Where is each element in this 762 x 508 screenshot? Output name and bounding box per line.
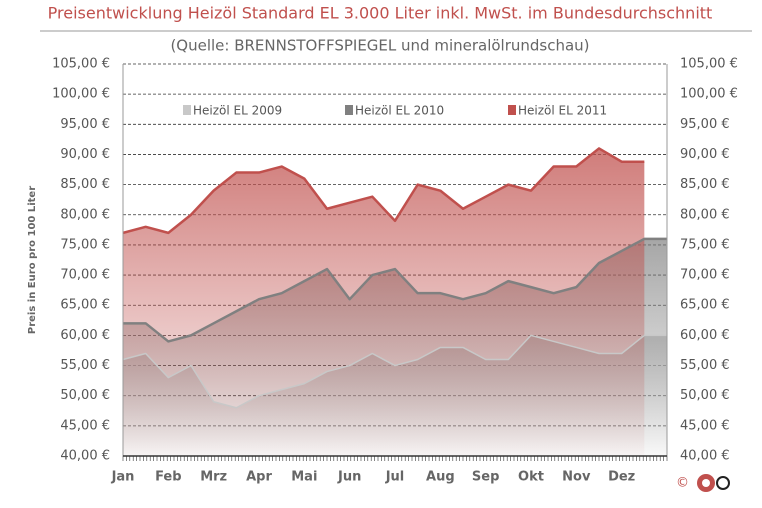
x-tick-label: Sep [472, 470, 500, 485]
copyright: © [676, 476, 689, 491]
y-tick-label: 70,00 € [60, 268, 110, 283]
y-tick-label: 105,00 € [52, 57, 110, 72]
chart-subtitle: (Quelle: BRENNSTOFFSPIEGEL und mineralöl… [170, 37, 589, 55]
legend-swatch [345, 105, 353, 115]
x-tick-label: Okt [518, 470, 544, 485]
y2-tick-label: 90,00 € [680, 147, 730, 162]
y-tick-label: 90,00 € [60, 147, 110, 162]
legend-label: Heizöl EL 2010 [355, 104, 444, 118]
y2-tick-label: 95,00 € [680, 117, 730, 132]
y2-tick-label: 40,00 € [680, 449, 730, 464]
x-tick-label: Nov [562, 470, 591, 485]
y2-tick-label: 105,00 € [680, 57, 738, 72]
y-tick-label: 45,00 € [60, 418, 110, 433]
y-tick-label: 100,00 € [52, 87, 110, 102]
logo-dot [702, 479, 710, 487]
x-tick-label: Dez [608, 470, 635, 485]
chart-title: Preisentwicklung Heizöl Standard EL 3.00… [48, 4, 713, 23]
line [122, 147, 645, 235]
x-tick-label: Aug [426, 470, 455, 485]
y-axis-label: Preis in Euro pro 100 Liter [27, 186, 38, 334]
logo [697, 474, 730, 492]
y2-tick-label: 100,00 € [680, 87, 738, 102]
y-tick-label: 60,00 € [60, 328, 110, 343]
y2-tick-label: 60,00 € [680, 328, 730, 343]
x-tick-label: Apr [246, 470, 272, 485]
area [123, 148, 645, 456]
y-tick-label: 75,00 € [60, 237, 110, 252]
x-tick-label: Mai [291, 470, 317, 485]
legend-label: Heizöl EL 2009 [193, 104, 282, 118]
y2-tick-label: 45,00 € [680, 418, 730, 433]
x-tick-label: Mrz [200, 470, 227, 485]
x-tick-label: Jul [385, 470, 405, 485]
line [123, 237, 667, 343]
y-tick-label: 65,00 € [60, 298, 110, 313]
y-tick-label: 95,00 € [60, 117, 110, 132]
y2-tick-label: 85,00 € [680, 177, 730, 192]
y-tick-label: 40,00 € [60, 449, 110, 464]
legend-label: Heizöl EL 2011 [518, 104, 607, 118]
y2-tick-label: 70,00 € [680, 268, 730, 283]
y-tick-label: 50,00 € [60, 388, 110, 403]
y2-tick-label: 55,00 € [680, 358, 730, 373]
y2-tick-label: 80,00 € [680, 207, 730, 222]
y2-tick-label: 65,00 € [680, 298, 730, 313]
legend-swatch [183, 105, 191, 115]
y-tick-label: 80,00 € [60, 207, 110, 222]
y2-tick-label: 50,00 € [680, 388, 730, 403]
legend-swatch [508, 105, 516, 115]
x-tick-label: Jun [337, 470, 361, 485]
y-tick-label: 85,00 € [60, 177, 110, 192]
y2-tick-label: 75,00 € [680, 237, 730, 252]
y-tick-label: 55,00 € [60, 358, 110, 373]
x-tick-label: Feb [155, 470, 181, 485]
x-tick-label: Jan [111, 470, 135, 485]
line [122, 334, 667, 409]
logo-ring [716, 476, 730, 490]
